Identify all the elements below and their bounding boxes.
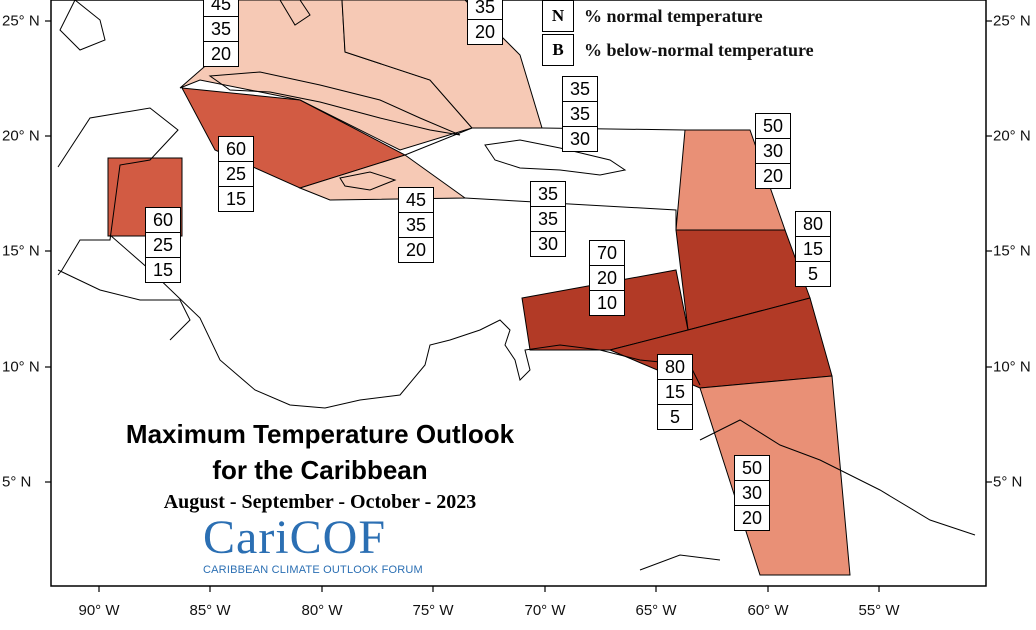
prob-value: 35 (474, 0, 496, 17)
prob-value: 15 (146, 257, 180, 282)
lat-label: 20° N (2, 127, 40, 145)
prob-value: 80 (664, 357, 686, 377)
prob-box-jamaica: 45 35 20 (398, 187, 434, 263)
prob-value: 20 (468, 19, 502, 44)
prob-value: 70 (596, 243, 618, 263)
lat-label: 15° N (2, 242, 40, 260)
prob-value: 45 (405, 190, 427, 210)
prob-box-leewards-north: 50 30 20 (755, 113, 791, 189)
axis-ticks (45, 20, 992, 592)
coastlines (57, 0, 976, 571)
prob-value: 20 (590, 265, 624, 290)
lat-label: 25° N (2, 12, 40, 30)
prob-value: 20 (204, 41, 238, 66)
prob-value: 30 (756, 138, 790, 163)
prob-value: 45 (210, 0, 232, 14)
prob-box-windwards: 80 15 5 (795, 211, 831, 287)
prob-value: 30 (531, 231, 565, 256)
prob-box-bahamas-west: 45 35 20 (203, 0, 239, 67)
prob-value: 35 (537, 184, 559, 204)
prob-value: 20 (735, 505, 769, 530)
lon-label: 70° W (524, 602, 566, 619)
prob-value: 15 (219, 186, 253, 211)
zone-outline-cuba (404, 127, 686, 156)
prob-value: 10 (590, 290, 624, 315)
prob-value: 20 (399, 237, 433, 262)
lon-label: 80° W (301, 602, 343, 619)
prob-value: 5 (796, 261, 830, 286)
prob-value: 15 (796, 236, 830, 261)
prob-value: 60 (225, 139, 247, 159)
prob-value: 60 (152, 210, 174, 230)
lat-label: 20° N (993, 127, 1031, 145)
prob-value: 25 (219, 161, 253, 186)
prob-value: 30 (563, 126, 597, 151)
prob-box-belize: 60 25 15 (145, 207, 181, 283)
map-title-line2: for the Caribbean (212, 455, 428, 485)
legend-text: % below-normal temperature (584, 40, 814, 60)
lat-label: 10° N (2, 358, 40, 376)
lat-label: 10° N (993, 358, 1031, 376)
prob-value: 15 (658, 379, 692, 404)
lon-label: 75° W (412, 602, 454, 619)
map-frame (50, 0, 987, 587)
lon-label: 85° W (189, 602, 231, 619)
prob-box-cayman: 60 25 15 (218, 136, 254, 212)
prob-value: 35 (569, 79, 591, 99)
prob-box-trinidad: 80 15 5 (657, 354, 693, 430)
zone-guianas (699, 375, 851, 576)
lon-label: 55° W (858, 602, 900, 619)
prob-value: 5 (658, 404, 692, 429)
prob-box-hispaniola: 35 35 30 (562, 76, 598, 152)
lon-label: 65° W (635, 602, 677, 619)
prob-box-guianas: 50 30 20 (734, 455, 770, 531)
lat-label: 15° N (993, 242, 1031, 260)
prob-value: 50 (762, 116, 784, 136)
prob-box-bahamas-east: 35 20 (467, 0, 503, 45)
caricof-logo-subtitle: CARIBBEAN CLIMATE OUTLOOK FORUM (203, 564, 423, 576)
prob-value: 35 (563, 101, 597, 126)
prob-value: 20 (756, 163, 790, 188)
legend-key: N (542, 0, 574, 32)
legend-text: % normal temperature (584, 6, 763, 26)
lat-label: 5° N (993, 473, 1023, 491)
lat-label: 25° N (993, 12, 1031, 30)
zone-outline-hispaniola (464, 197, 677, 230)
caricof-logo: CariCOF (203, 511, 387, 564)
lat-label: 5° N (2, 473, 32, 491)
lon-label: 90° W (78, 602, 120, 619)
prob-value: 35 (204, 16, 238, 41)
prob-value: 35 (399, 212, 433, 237)
prob-value: 35 (531, 206, 565, 231)
prob-value: 30 (735, 480, 769, 505)
legend-key: B (542, 34, 574, 66)
prob-value: 50 (741, 458, 763, 478)
map-title-line1: Maximum Temperature Outlook (125, 419, 515, 449)
prob-value: 80 (802, 214, 824, 234)
map-period: August - September - October - 2023 (163, 491, 477, 513)
lon-label: 60° W (747, 602, 789, 619)
prob-box-puerto-rico: 35 35 30 (530, 181, 566, 257)
prob-value: 25 (146, 232, 180, 257)
prob-box-abc-islands: 70 20 10 (589, 240, 625, 316)
